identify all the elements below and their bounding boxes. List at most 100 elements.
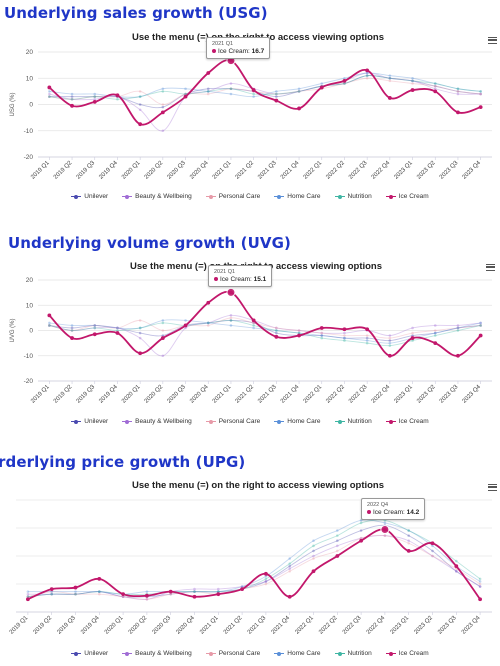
legend-item-home-care[interactable]: Home Care bbox=[274, 193, 321, 200]
legend-item-nutrition[interactable]: Nutrition bbox=[334, 650, 372, 657]
data-point[interactable] bbox=[365, 71, 369, 75]
data-point[interactable] bbox=[48, 321, 51, 325]
data-point[interactable] bbox=[297, 90, 301, 93]
data-point[interactable] bbox=[229, 316, 233, 320]
upg-hamburger-menu-icon[interactable] bbox=[488, 484, 497, 491]
data-point[interactable] bbox=[138, 336, 142, 340]
data-point[interactable] bbox=[98, 590, 101, 593]
data-point[interactable] bbox=[116, 329, 119, 332]
data-point[interactable] bbox=[70, 326, 74, 330]
legend-item-nutrition[interactable]: Nutrition bbox=[334, 193, 372, 200]
data-point[interactable] bbox=[161, 105, 165, 109]
data-point[interactable] bbox=[312, 549, 315, 553]
data-point[interactable] bbox=[93, 95, 97, 98]
data-point[interactable] bbox=[138, 95, 142, 98]
data-point[interactable] bbox=[297, 90, 301, 93]
data-point[interactable] bbox=[145, 597, 149, 601]
data-point[interactable] bbox=[50, 590, 53, 593]
data-point[interactable] bbox=[433, 341, 438, 346]
data-point[interactable] bbox=[410, 336, 415, 340]
data-point[interactable] bbox=[206, 90, 210, 93]
legend-item-beauty-wellbeing[interactable]: Beauty & Wellbeing bbox=[122, 650, 192, 657]
data-point[interactable] bbox=[169, 592, 172, 596]
data-point[interactable] bbox=[48, 324, 51, 327]
data-point[interactable] bbox=[70, 329, 74, 332]
data-point[interactable] bbox=[320, 82, 324, 85]
data-point[interactable] bbox=[431, 554, 434, 558]
data-point[interactable] bbox=[455, 569, 458, 573]
legend-item-personal-care[interactable]: Personal Care bbox=[205, 418, 260, 425]
data-point[interactable] bbox=[275, 326, 278, 330]
data-point[interactable] bbox=[184, 326, 187, 330]
data-point[interactable] bbox=[116, 326, 119, 330]
data-point[interactable] bbox=[479, 324, 482, 327]
data-point[interactable] bbox=[407, 529, 411, 532]
data-point[interactable] bbox=[297, 333, 301, 338]
data-point[interactable] bbox=[216, 592, 221, 597]
data-point[interactable] bbox=[275, 326, 278, 330]
data-point[interactable] bbox=[388, 76, 392, 80]
data-point[interactable] bbox=[193, 590, 196, 593]
data-point[interactable] bbox=[217, 590, 220, 593]
data-point[interactable] bbox=[50, 592, 53, 596]
data-point[interactable] bbox=[240, 587, 245, 591]
data-point[interactable] bbox=[431, 554, 434, 558]
data-point[interactable] bbox=[312, 539, 315, 543]
data-point[interactable] bbox=[70, 324, 74, 327]
data-point[interactable] bbox=[138, 331, 142, 335]
data-point[interactable] bbox=[116, 97, 119, 101]
data-point[interactable] bbox=[93, 324, 97, 327]
data-point[interactable] bbox=[297, 106, 301, 111]
data-point[interactable] bbox=[343, 82, 346, 85]
data-point[interactable] bbox=[359, 536, 363, 540]
data-point[interactable] bbox=[48, 95, 51, 98]
data-point[interactable] bbox=[431, 544, 434, 548]
data-point[interactable] bbox=[479, 90, 482, 93]
data-point[interactable] bbox=[411, 79, 414, 83]
data-point[interactable] bbox=[365, 334, 369, 337]
data-point[interactable] bbox=[74, 592, 77, 596]
data-point[interactable] bbox=[160, 336, 165, 340]
data-point[interactable] bbox=[365, 68, 370, 73]
data-point[interactable] bbox=[456, 326, 460, 330]
data-point[interactable] bbox=[229, 87, 233, 91]
data-point[interactable] bbox=[70, 97, 74, 101]
data-point[interactable] bbox=[388, 334, 392, 337]
data-point[interactable] bbox=[433, 331, 437, 335]
data-point[interactable] bbox=[26, 597, 30, 602]
data-point[interactable] bbox=[342, 327, 347, 332]
data-point[interactable] bbox=[456, 326, 460, 330]
data-point[interactable] bbox=[74, 592, 77, 596]
data-point[interactable] bbox=[138, 351, 143, 356]
data-point[interactable] bbox=[297, 331, 301, 335]
data-point[interactable] bbox=[74, 592, 77, 596]
data-point[interactable] bbox=[48, 90, 51, 93]
data-point[interactable] bbox=[252, 324, 255, 327]
data-point[interactable] bbox=[411, 82, 414, 85]
data-point[interactable] bbox=[206, 300, 211, 305]
data-point[interactable] bbox=[365, 76, 369, 80]
usg-hamburger-menu-icon[interactable] bbox=[488, 37, 497, 44]
data-point[interactable] bbox=[229, 87, 233, 91]
data-point[interactable] bbox=[138, 108, 142, 112]
data-point[interactable] bbox=[98, 590, 101, 593]
data-point[interactable] bbox=[407, 534, 411, 537]
series-line-ice-cream[interactable] bbox=[48, 59, 481, 126]
data-point[interactable] bbox=[431, 549, 434, 553]
data-point[interactable] bbox=[433, 84, 437, 88]
data-point[interactable] bbox=[92, 332, 97, 337]
data-point[interactable] bbox=[456, 353, 460, 358]
data-point[interactable] bbox=[297, 329, 301, 332]
data-point[interactable] bbox=[184, 92, 187, 96]
data-point[interactable] bbox=[206, 321, 210, 325]
data-point[interactable] bbox=[433, 329, 437, 332]
data-point[interactable] bbox=[98, 592, 101, 596]
data-point[interactable] bbox=[275, 331, 278, 335]
legend-item-unilever[interactable]: Unilever bbox=[71, 650, 108, 657]
data-point[interactable] bbox=[161, 103, 165, 106]
data-point[interactable] bbox=[365, 327, 370, 332]
data-point[interactable] bbox=[478, 597, 482, 602]
data-point[interactable] bbox=[48, 324, 51, 327]
data-point[interactable] bbox=[193, 590, 196, 593]
data-point[interactable] bbox=[456, 326, 460, 330]
